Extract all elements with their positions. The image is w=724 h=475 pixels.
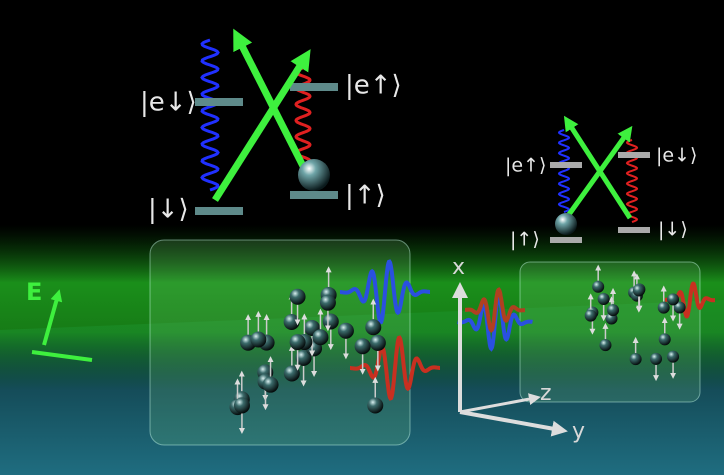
level-label: |↑⟩ (345, 181, 386, 211)
axis-label: z (540, 381, 552, 406)
atom (370, 335, 386, 351)
atom (658, 302, 670, 314)
atom (338, 323, 354, 339)
atom (585, 310, 597, 322)
atom (263, 377, 279, 393)
level-label: |e↑⟩ (505, 155, 546, 177)
atom (667, 293, 679, 305)
atom (290, 334, 306, 350)
level-bar (290, 191, 338, 199)
axis-label: x (452, 255, 465, 280)
atom (234, 397, 250, 413)
level-bar (618, 227, 650, 233)
level-label: |e↑⟩ (345, 71, 402, 101)
atom (659, 333, 671, 345)
atom (312, 329, 328, 345)
atom (598, 293, 610, 305)
atom (555, 213, 577, 235)
level-bar (550, 162, 582, 168)
level-bar (550, 237, 582, 243)
atom (607, 304, 619, 316)
atom (633, 284, 645, 296)
atom (298, 159, 330, 191)
level-bar (195, 98, 243, 106)
atom (365, 319, 381, 335)
illustration: |e↓⟩ |e↑⟩ |↓⟩ |↑⟩ |e↑⟩ |e↓⟩ |↑⟩ |↓⟩ E x … (0, 0, 724, 475)
atom (323, 314, 339, 330)
atom (630, 353, 642, 365)
atom (650, 353, 662, 365)
level-label: |↓⟩ (658, 219, 688, 241)
level-label: |e↓⟩ (656, 145, 697, 167)
level-label: |↑⟩ (510, 229, 540, 251)
level-bar (290, 83, 338, 91)
field-label: E (26, 278, 42, 306)
atom (599, 339, 611, 351)
axis-label: y (572, 419, 585, 444)
level-label: |e↓⟩ (140, 88, 197, 118)
level-label: |↓⟩ (148, 195, 189, 225)
level-bar (618, 152, 650, 158)
atom (667, 351, 679, 363)
atom (290, 289, 306, 305)
level-bar (195, 207, 243, 215)
atom (250, 332, 266, 348)
atom (320, 295, 336, 311)
atom (355, 338, 371, 354)
atom (367, 397, 383, 413)
atom (592, 281, 604, 293)
atom (284, 366, 300, 382)
